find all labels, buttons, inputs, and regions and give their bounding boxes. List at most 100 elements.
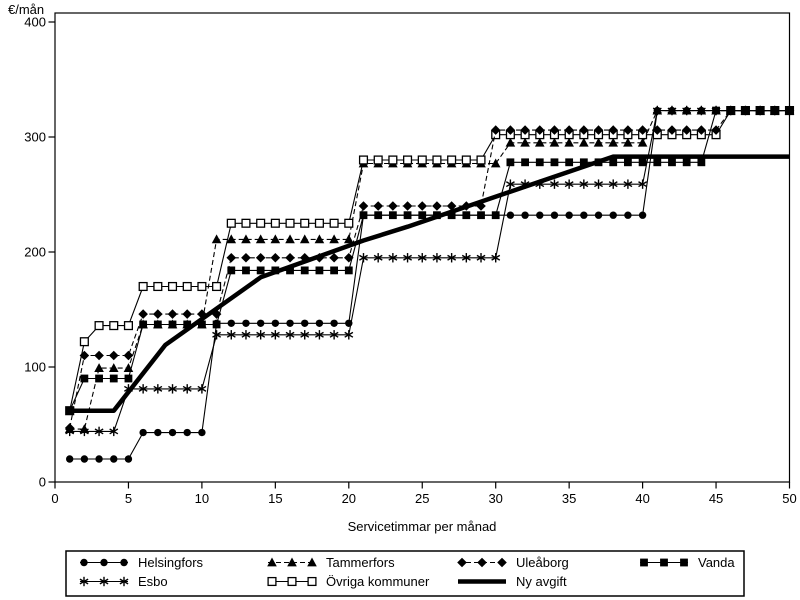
diamond-marker xyxy=(402,201,413,211)
open-square-marker xyxy=(388,155,398,165)
circle-marker xyxy=(330,319,338,327)
circle-marker xyxy=(65,455,74,463)
diamond-marker xyxy=(652,125,663,135)
triangle-marker xyxy=(79,424,90,433)
square-marker xyxy=(65,406,74,415)
y-tick-label: 400 xyxy=(24,15,46,30)
asterisk-marker xyxy=(300,331,310,338)
triangle-marker xyxy=(255,234,266,244)
y-tick-label: 300 xyxy=(24,130,46,145)
series-line xyxy=(69,110,790,460)
x-tick-label: 40 xyxy=(635,491,649,506)
circle-marker xyxy=(506,211,515,219)
x-tick-label: 25 xyxy=(415,491,429,506)
circle-marker xyxy=(95,455,103,463)
open-square-marker xyxy=(329,218,339,228)
square-marker xyxy=(624,158,632,167)
asterisk-marker xyxy=(182,385,192,392)
triangle-marker xyxy=(94,363,104,373)
diamond-marker xyxy=(520,125,530,135)
square-marker xyxy=(638,158,647,167)
open-square-marker xyxy=(344,218,354,228)
asterisk-marker xyxy=(168,385,177,392)
diamond-marker xyxy=(711,125,721,135)
square-marker xyxy=(770,106,779,115)
square-marker xyxy=(682,158,691,167)
asterisk-marker xyxy=(212,331,222,338)
square-marker xyxy=(168,320,177,329)
circle-marker xyxy=(609,211,617,219)
diamond-marker xyxy=(549,125,560,135)
diamond-marker xyxy=(373,201,383,211)
y-tick-label: 100 xyxy=(24,360,46,375)
asterisk-marker xyxy=(417,254,427,261)
circle-marker xyxy=(580,211,588,219)
asterisk-marker xyxy=(119,578,129,585)
diamond-marker xyxy=(534,125,545,135)
diamond-marker xyxy=(505,125,516,135)
open-square-marker xyxy=(476,155,486,165)
square-marker xyxy=(359,211,368,220)
open-square-marker xyxy=(285,218,295,228)
x-tick-label: 30 xyxy=(488,491,502,506)
x-tick-label: 20 xyxy=(342,491,356,506)
asterisk-marker xyxy=(138,385,148,392)
x-tick-label: 45 xyxy=(709,491,723,506)
asterisk-marker xyxy=(270,331,280,338)
triangle-marker xyxy=(329,234,339,244)
diamond-marker xyxy=(270,252,281,263)
triangle-marker xyxy=(520,137,530,147)
diamond-marker xyxy=(579,125,589,135)
open-square-marker xyxy=(123,321,134,331)
open-square-marker xyxy=(300,218,310,228)
circle-marker xyxy=(198,428,206,437)
diamond-marker xyxy=(153,309,163,319)
open-square-marker xyxy=(270,218,280,228)
open-square-marker xyxy=(153,281,163,292)
y-tick-label: 200 xyxy=(24,245,46,260)
square-marker xyxy=(109,374,118,383)
diamond-marker xyxy=(432,201,442,211)
asterisk-marker xyxy=(638,181,648,188)
open-square-marker xyxy=(94,321,104,331)
legend-label: Esbo xyxy=(138,574,168,589)
diamond-marker xyxy=(94,350,104,361)
square-marker xyxy=(697,158,706,167)
square-marker xyxy=(521,158,529,167)
asterisk-marker xyxy=(432,254,442,261)
triangle-marker xyxy=(270,234,281,244)
circle-marker xyxy=(227,319,235,327)
open-square-marker xyxy=(307,576,317,587)
diamond-marker xyxy=(344,252,354,263)
circle-marker xyxy=(271,319,280,327)
open-square-marker xyxy=(267,576,277,587)
square-marker xyxy=(579,158,588,167)
diamond-marker xyxy=(681,125,692,135)
diamond-marker xyxy=(108,350,119,361)
open-square-marker xyxy=(461,155,471,165)
series-övriga-kommuner xyxy=(65,106,795,416)
triangle-marker xyxy=(267,557,277,567)
open-square-marker xyxy=(109,321,119,331)
x-tick-label: 10 xyxy=(195,491,209,506)
circle-marker xyxy=(565,211,573,219)
square-marker xyxy=(756,106,765,115)
diamond-marker xyxy=(497,557,507,568)
square-marker xyxy=(741,106,750,115)
circle-marker xyxy=(536,211,544,219)
square-marker xyxy=(535,158,544,167)
asterisk-marker xyxy=(579,181,589,188)
legend-label: Helsingfors xyxy=(138,555,204,570)
circle-marker xyxy=(100,558,108,567)
diamond-marker xyxy=(667,125,677,135)
diamond-marker xyxy=(241,252,251,263)
square-marker xyxy=(447,211,456,220)
legend-label: Vanda xyxy=(698,555,735,570)
square-marker xyxy=(344,266,353,275)
asterisk-marker xyxy=(241,331,251,338)
legend-label: Ny avgift xyxy=(516,574,567,589)
diamond-marker xyxy=(637,125,648,135)
square-marker xyxy=(640,558,648,567)
asterisk-marker xyxy=(388,254,398,261)
asterisk-marker xyxy=(447,254,457,261)
